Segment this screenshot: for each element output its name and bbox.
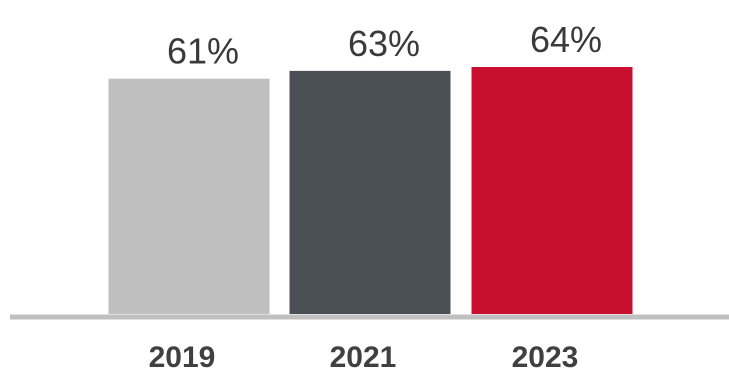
bar-2023 (469, 65, 635, 316)
value-label-2021: 63% (348, 23, 420, 64)
x-tick-label-2023: 2023 (512, 341, 579, 374)
bars-layer (106, 65, 635, 316)
x-tick-label-2021: 2021 (330, 341, 397, 374)
value-label-2019: 61% (167, 31, 239, 72)
x-tick-label-2019: 2019 (149, 341, 216, 374)
labels-layer: 61% 2019 63% 2021 64% 2023 (149, 19, 602, 374)
bar-2019 (106, 76, 272, 316)
value-label-2023: 64% (530, 19, 602, 60)
bar-2021 (287, 68, 453, 316)
